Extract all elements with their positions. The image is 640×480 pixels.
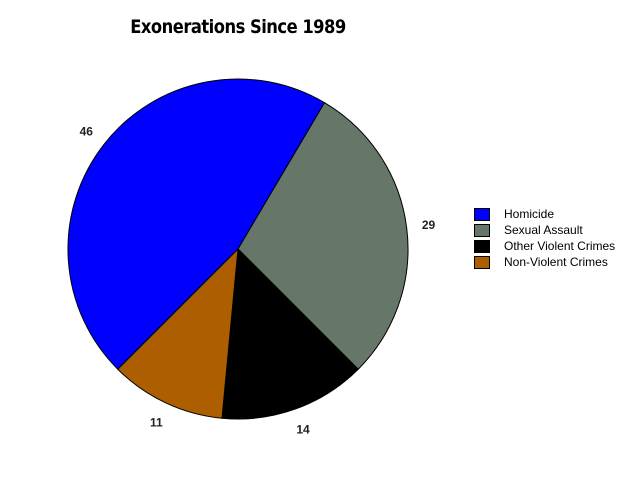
pie-slice-non-violent-crimes bbox=[117, 247, 239, 419]
legend-item: Homicide bbox=[474, 206, 615, 222]
chart-title: Exonerations Since 1989 bbox=[130, 16, 346, 38]
legend-label: Other Violent Crimes bbox=[504, 239, 616, 253]
legend-swatch bbox=[474, 207, 490, 221]
pie-slices bbox=[67, 78, 409, 420]
legend-swatch bbox=[474, 239, 490, 253]
legend-item: Non-Violent Crimes bbox=[474, 254, 615, 270]
pie-slice-homicide bbox=[67, 78, 326, 370]
slice-value-label: 46 bbox=[80, 124, 94, 138]
pie-slice-sexual-assault bbox=[237, 101, 409, 370]
slice-value-label: 11 bbox=[150, 416, 163, 430]
chart-legend: Homicide Sexual Assault Other Violent Crim… bbox=[474, 206, 615, 270]
slice-value-label: 14 bbox=[296, 423, 310, 437]
legend-label: Sexual Assault bbox=[504, 223, 583, 237]
pie-slice-other-violent-crimes bbox=[221, 247, 359, 420]
legend-swatch bbox=[474, 223, 490, 237]
legend-label: Homicide bbox=[504, 207, 555, 221]
legend-item: Sexual Assault bbox=[474, 222, 615, 238]
legend-item: Other Violent Crimes bbox=[474, 238, 615, 254]
legend-label: Non-Violent Crimes bbox=[504, 255, 608, 269]
legend-swatch bbox=[474, 255, 490, 269]
pie-labels: 46 29 14 11 bbox=[80, 124, 436, 436]
slice-value-label: 29 bbox=[422, 218, 436, 232]
